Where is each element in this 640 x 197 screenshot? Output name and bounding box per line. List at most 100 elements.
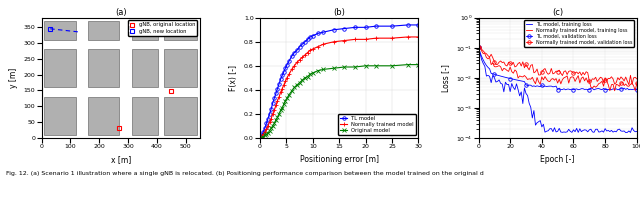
TL model — [259, 131, 267, 133]
Original model — [258, 137, 266, 139]
Normally trained model — [319, 43, 327, 45]
Original model — [280, 103, 287, 105]
TL model, training loss — [586, 129, 593, 131]
Normally trained model, training loss — [514, 77, 522, 79]
Normally trained model, validation loss — [476, 45, 484, 47]
TL model — [258, 134, 266, 137]
Original model — [340, 66, 348, 68]
TL model — [272, 92, 280, 95]
Title: (b): (b) — [333, 8, 345, 17]
Normally trained model — [278, 87, 286, 90]
Bar — [44, 49, 76, 87]
Bar — [164, 97, 197, 135]
Bar — [132, 49, 158, 87]
Title: (c): (c) — [552, 8, 563, 17]
TL model — [288, 55, 296, 57]
Normally trained model — [274, 99, 282, 102]
Legend: TL model, Normally trained model, Original model: TL model, Normally trained model, Origin… — [339, 114, 416, 135]
TL model — [274, 87, 282, 90]
Normally trained model, validation loss — [516, 61, 524, 64]
Original model — [293, 84, 301, 86]
TL model — [268, 108, 275, 110]
Legend: TL model, training loss, Normally trained model, training loss, TL model, valida: TL model, training loss, Normally traine… — [524, 20, 634, 47]
Original model — [264, 132, 272, 134]
Normally trained model — [307, 49, 314, 51]
Original model — [261, 134, 269, 137]
Normally trained model, validation loss — [587, 86, 595, 88]
Bar — [88, 49, 119, 87]
Original model — [272, 119, 280, 121]
Line: TL model, validation loss: TL model, validation loss — [477, 45, 639, 91]
Normally trained model — [268, 117, 275, 120]
Normally trained model, training loss — [593, 80, 601, 83]
Original model — [291, 86, 298, 89]
TL model, training loss — [547, 127, 555, 130]
TL model, training loss — [593, 128, 601, 130]
TL model — [388, 25, 396, 27]
Normally trained model — [259, 133, 267, 136]
Bar — [88, 97, 119, 135]
Y-axis label: F(x) [-]: F(x) [-] — [229, 65, 238, 91]
TL model, validation loss — [475, 45, 483, 48]
Normally trained model — [261, 131, 269, 133]
Bar — [132, 97, 158, 135]
Normally trained model — [314, 45, 322, 48]
Original model — [372, 65, 380, 67]
X-axis label: Epoch [-]: Epoch [-] — [540, 155, 575, 164]
TL model, validation loss — [514, 79, 522, 82]
Original model — [262, 133, 270, 136]
Normally trained model, validation loss — [475, 45, 483, 48]
Line: TL model, training loss: TL model, training loss — [479, 46, 637, 133]
Original model — [259, 136, 267, 138]
TL model, validation loss — [586, 88, 593, 91]
TL model — [307, 36, 314, 38]
Normally trained model, training loss — [625, 84, 633, 86]
Line: Normally trained model, training loss: Normally trained model, training loss — [479, 46, 637, 85]
Normally trained model — [372, 37, 380, 39]
Normally trained model — [271, 109, 278, 112]
Original model — [285, 93, 293, 96]
TL model — [330, 29, 338, 31]
Normally trained model, training loss — [570, 76, 577, 78]
TL model — [261, 127, 269, 129]
Original model — [319, 68, 327, 71]
Bar — [44, 21, 76, 40]
Y-axis label: Loss [-]: Loss [-] — [442, 64, 451, 92]
TL model — [283, 63, 291, 66]
Original model — [415, 63, 422, 66]
TL model, training loss — [622, 131, 630, 134]
Normally trained model — [282, 80, 289, 83]
Line: Normally trained model, validation loss: Normally trained model, validation loss — [477, 45, 639, 93]
Original model — [288, 90, 296, 92]
TL model — [301, 41, 308, 43]
Y-axis label: y [m]: y [m] — [9, 68, 18, 88]
Normally trained model, training loss — [475, 45, 483, 48]
Normally trained model — [269, 113, 276, 115]
Normally trained model, validation loss — [487, 53, 495, 56]
Normally trained model — [304, 51, 312, 54]
TL model — [304, 38, 312, 41]
Original model — [278, 107, 286, 109]
Original model — [309, 72, 317, 74]
Normally trained model — [262, 128, 270, 131]
Normally trained model — [340, 39, 348, 42]
Bar — [88, 21, 119, 40]
Normally trained model — [298, 56, 306, 59]
Normally trained model, training loss — [633, 78, 640, 80]
TL model — [351, 26, 359, 29]
Normally trained model — [280, 84, 287, 86]
Original model — [269, 125, 276, 127]
TL model — [276, 78, 284, 80]
Original model — [274, 116, 282, 119]
Normally trained model — [388, 37, 396, 39]
TL model — [293, 49, 301, 51]
Normally trained model — [309, 48, 317, 50]
TL model — [266, 113, 273, 115]
Normally trained model, validation loss — [611, 90, 618, 92]
Normally trained model — [258, 136, 266, 138]
TL model, training loss — [475, 45, 483, 48]
Normally trained model, validation loss — [595, 82, 603, 85]
Normally trained model — [256, 137, 264, 139]
X-axis label: x [m]: x [m] — [111, 155, 131, 164]
Bar — [44, 97, 76, 135]
